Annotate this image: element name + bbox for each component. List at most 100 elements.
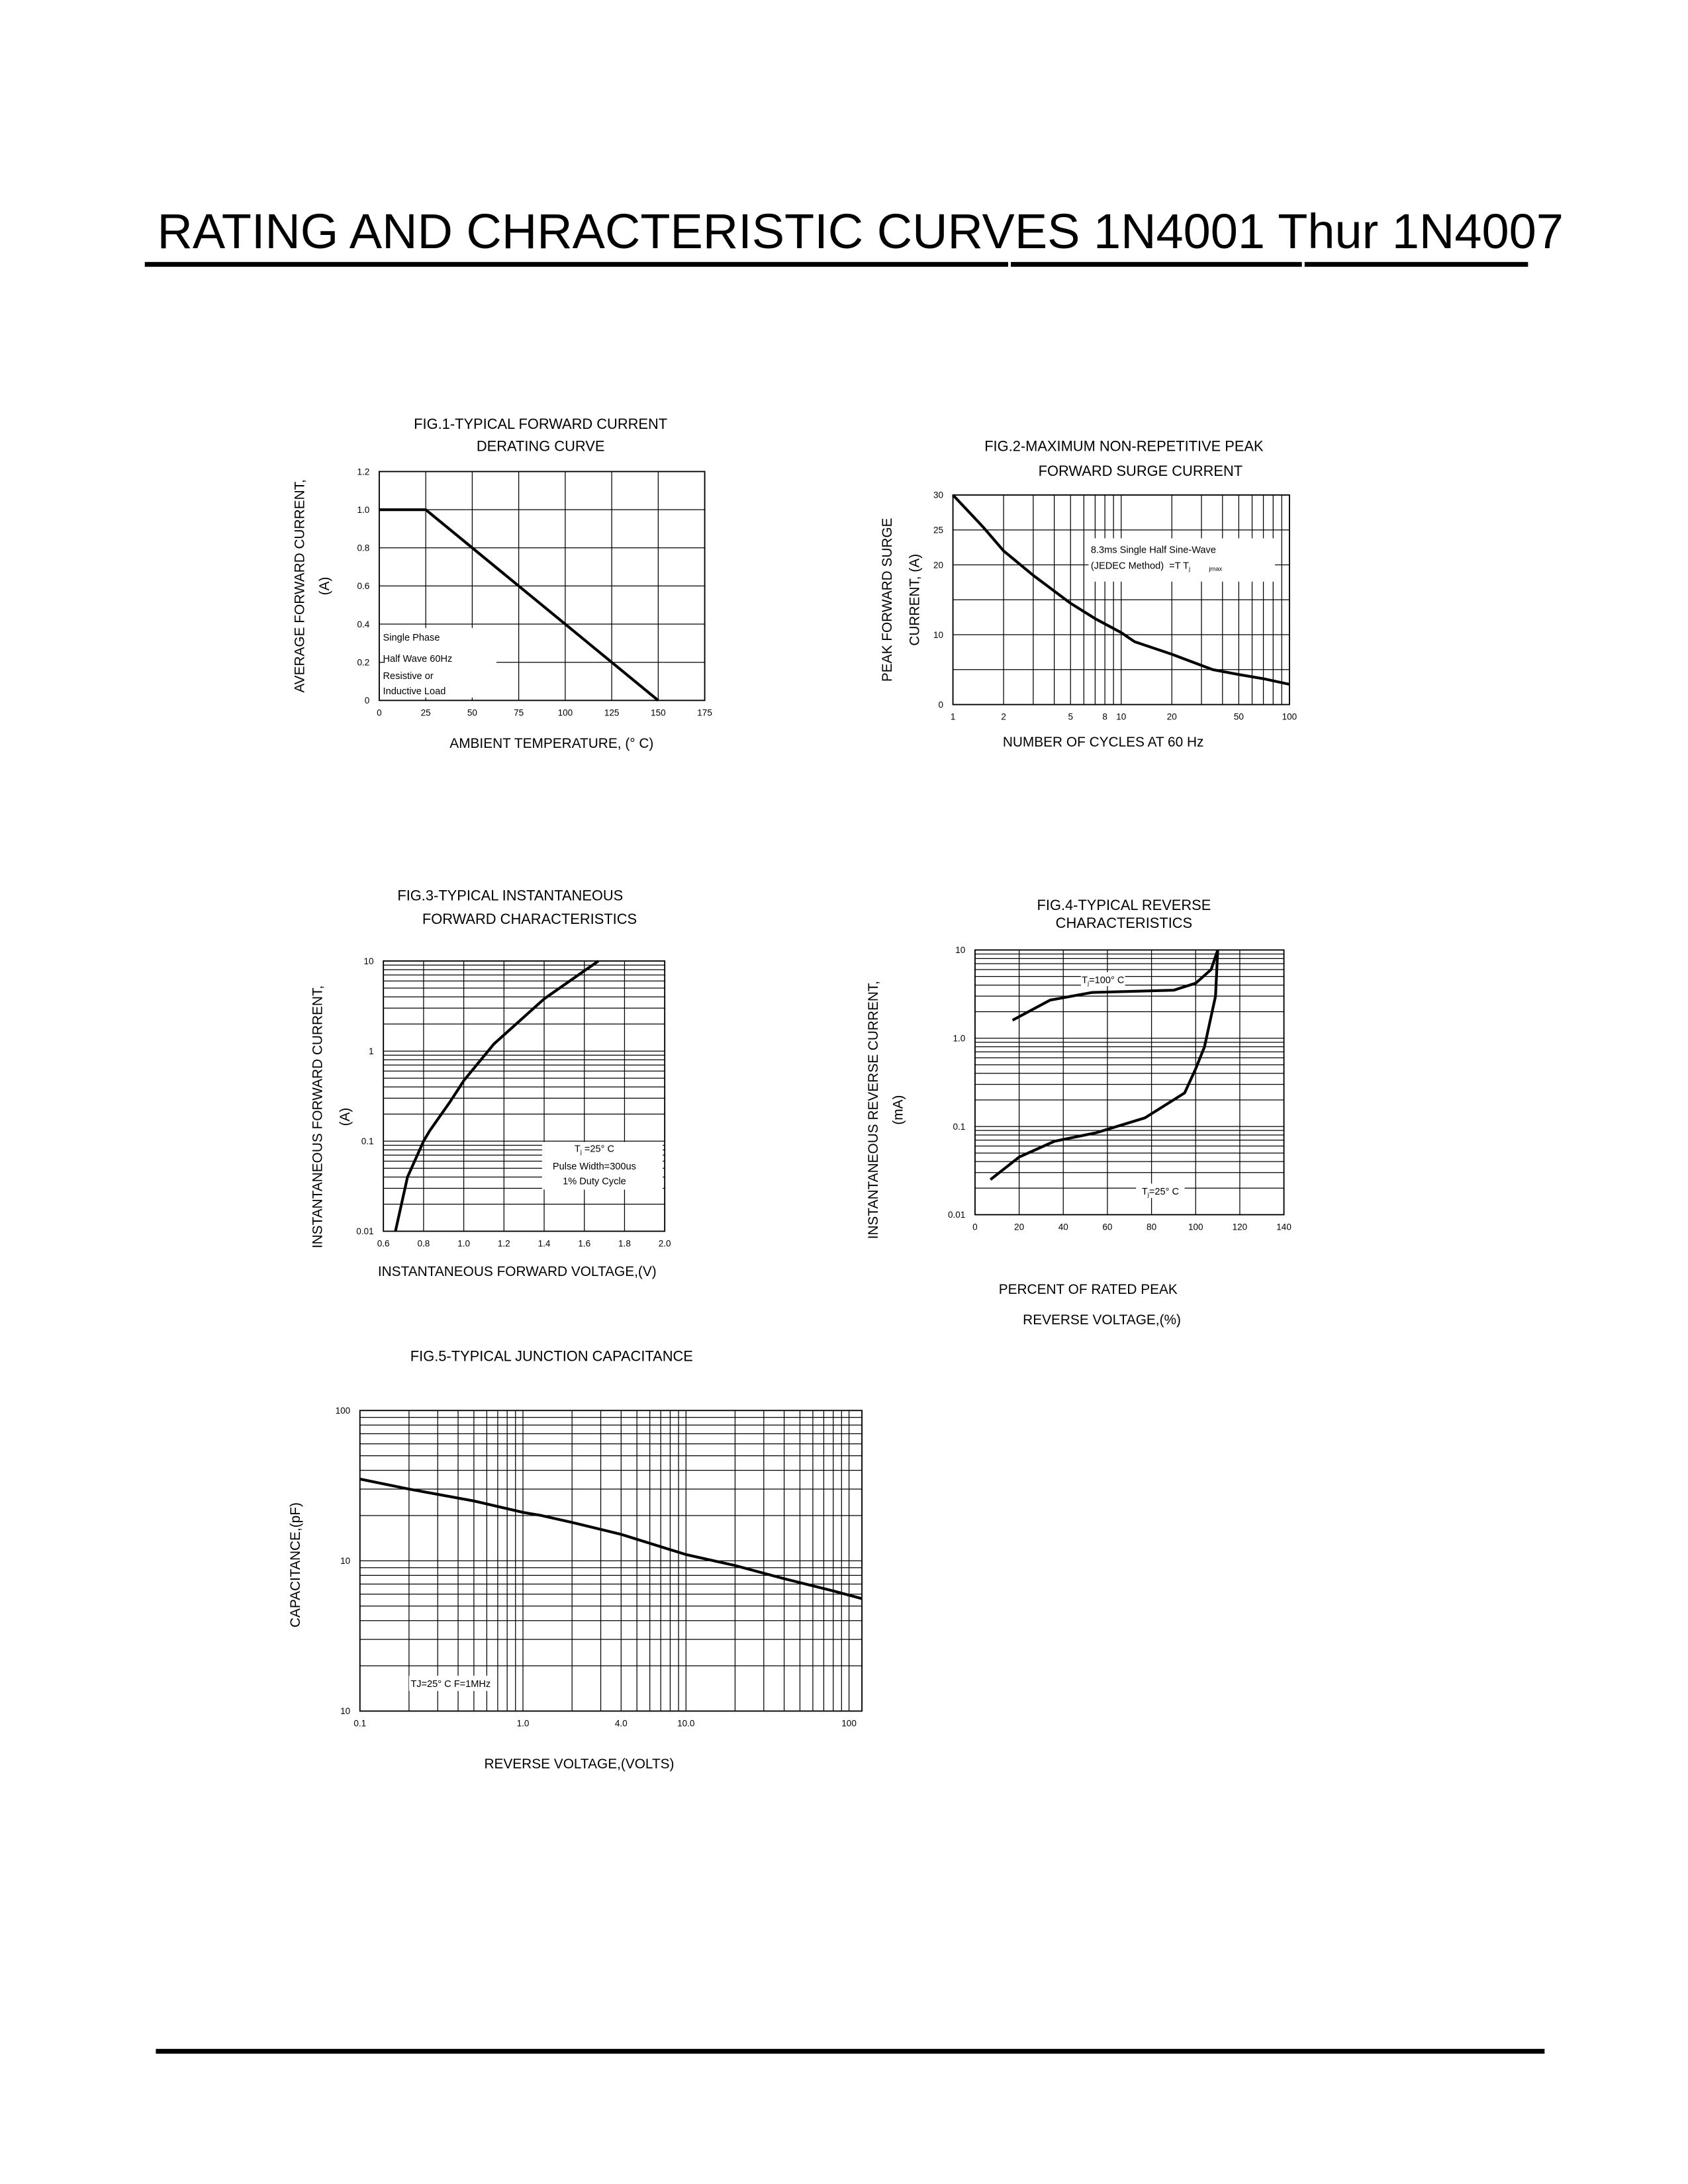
annotation-box	[541, 1142, 663, 1190]
annotation-part: Resistive or	[383, 671, 434, 682]
y-tick-label: 10	[340, 1706, 350, 1716]
annotation-part: Inductive Load	[383, 686, 446, 697]
y-tick-label: 100	[336, 1406, 351, 1416]
y-tick-label: 10	[933, 630, 943, 640]
x-tick-label: 1.6	[578, 1238, 590, 1248]
x-tick-label: 2	[1001, 712, 1006, 722]
y-tick-label: 1.0	[357, 505, 370, 515]
y-axis-label: CAPACITANCE,(pF)	[288, 1502, 303, 1627]
x-tick-label: 50	[1234, 712, 1244, 722]
y-tick-label: 10	[364, 956, 374, 966]
x-tick-label: 0.8	[417, 1238, 430, 1248]
y-tick-label: 10	[955, 945, 965, 955]
x-tick-label: 1.8	[618, 1238, 631, 1248]
annotation-part: Pulse Width=300us	[553, 1161, 636, 1172]
y-tick-label: 0.1	[953, 1122, 966, 1132]
annotation-box	[385, 627, 496, 698]
grid	[383, 961, 665, 1232]
chart-title: DERATING CURVE	[477, 437, 605, 454]
y-axis-label: INSTANTANEOUS FORWARD CURRENT,	[310, 985, 325, 1248]
y-tick-label: 0.01	[356, 1226, 373, 1236]
x-axis-label: REVERSE VOLTAGE,(%)	[1023, 1312, 1181, 1328]
series-line-1	[952, 494, 1290, 686]
fig-3-chart: FIG.3-TYPICAL INSTANTANEOUS FORWARD CHARA…	[310, 887, 671, 1279]
annotation-text: Tj=100° C	[1082, 975, 1124, 986]
annotation-part: Half Wave 60Hz	[383, 654, 453, 664]
plot-frame	[359, 1410, 863, 1712]
annotation-box	[1088, 538, 1276, 582]
x-tick-label: 10.0	[677, 1718, 694, 1728]
y-tick-label: 10	[340, 1556, 350, 1566]
x-axis-label: INSTANTANEOUS FORWARD VOLTAGE,(V)	[378, 1264, 657, 1279]
x-tick-label: 100	[1282, 712, 1297, 722]
x-tick-label: 1	[951, 712, 956, 722]
fig-1-chart: FIG.1-TYPICAL FORWARD CURRENT DERATING CU…	[292, 416, 712, 751]
annotation-text: TJ=25° C F=1MHz	[410, 1679, 491, 1690]
x-tick-label: 100	[558, 707, 573, 717]
annotation-text: Single Phase	[383, 633, 440, 643]
chart-title: FIG.4-TYPICAL REVERSE	[1037, 897, 1211, 913]
series-line-1	[394, 960, 600, 1232]
annotation-box	[1136, 1183, 1185, 1199]
x-tick-label: 0	[972, 1222, 978, 1232]
x-tick-label: 75	[514, 707, 524, 717]
x-axis-label: AMBIENT TEMPERATURE, (° C)	[449, 736, 653, 751]
x-tick-label: 4.0	[615, 1718, 628, 1728]
annotation-text: Half Wave 60Hz	[383, 654, 453, 664]
y-axis-label: PEAK FORWARD SURGE	[880, 518, 895, 682]
plot-frame	[974, 949, 1285, 1216]
annotation-part: =100° C	[1089, 975, 1124, 985]
series-line-1	[1011, 949, 1219, 1022]
annotation-text: Inductive Load	[383, 686, 446, 697]
x-axis-label: REVERSE VOLTAGE,(VOLTS)	[484, 1756, 674, 1772]
x-tick-label: 0.1	[353, 1718, 366, 1728]
annotation-part: =25° C	[1149, 1187, 1179, 1197]
series-line-1	[359, 1477, 863, 1600]
annotation-text: Pulse Width=300us	[553, 1161, 636, 1172]
x-tick-label: 40	[1058, 1222, 1068, 1232]
y-tick-label: 1	[369, 1046, 374, 1056]
annotation-text: Tj =25° C	[575, 1144, 614, 1155]
y-tick-label: 0	[938, 700, 943, 709]
annotation-part: 1% Duty Cycle	[563, 1177, 626, 1187]
annotation-part: =25° C	[582, 1144, 614, 1154]
subscript: j	[1087, 980, 1089, 987]
chart-title: FORWARD CHARACTERISTICS	[422, 911, 637, 927]
chart-title: FIG.2-MAXIMUM NON-REPETITIVE PEAK	[984, 437, 1264, 454]
x-tick-label: 50	[467, 707, 477, 717]
title-underline	[144, 261, 1528, 267]
plot-frame	[383, 960, 666, 1232]
y-tick-label: 0	[365, 696, 370, 705]
series-line-2	[989, 950, 1219, 1181]
x-tick-label: 10	[1116, 712, 1126, 722]
x-tick-label: 60	[1102, 1222, 1112, 1232]
page-title: RATING AND CHRACTERISTIC CURVES 1N4001 T…	[158, 204, 1564, 259]
x-tick-label: 125	[604, 707, 620, 717]
y-axis-label: AVERAGE FORWARD CURRENT,	[292, 479, 307, 692]
grid	[359, 1410, 863, 1711]
chart-title: FIG.3-TYPICAL INSTANTANEOUS	[397, 887, 623, 903]
fig-5-chart: FIG.5-TYPICAL JUNCTION CAPACITANCE 0.1 1.0…	[288, 1347, 863, 1772]
x-tick-label: 25	[421, 707, 431, 717]
y-tick-label: 1.2	[357, 467, 370, 477]
x-tick-label: 150	[651, 707, 666, 717]
y-tick-label: 0.6	[357, 581, 370, 591]
subscript: j	[580, 1148, 582, 1155]
x-axis-label: PERCENT OF RATED PEAK	[999, 1282, 1178, 1297]
y-axis-label: (mA)	[891, 1095, 906, 1125]
x-tick-label: 1.0	[457, 1238, 470, 1248]
annotation-part: T	[1082, 975, 1088, 985]
grid	[953, 494, 1289, 705]
annotation-text: Tj=25° C	[1142, 1187, 1179, 1198]
x-tick-label: 80	[1147, 1222, 1156, 1232]
grid	[974, 950, 1284, 1215]
annotation-box	[1080, 972, 1125, 986]
chart-title: FORWARD SURGE CURRENT	[1039, 463, 1243, 479]
chart-title: CHARACTERISTICS	[1056, 915, 1192, 931]
annotation-part: Single Phase	[383, 633, 440, 643]
x-tick-label: 20	[1014, 1222, 1024, 1232]
annotation-text: 1% Duty Cycle	[563, 1177, 626, 1187]
y-tick-label: 0.2	[357, 657, 370, 667]
subscript: j	[1188, 566, 1190, 572]
